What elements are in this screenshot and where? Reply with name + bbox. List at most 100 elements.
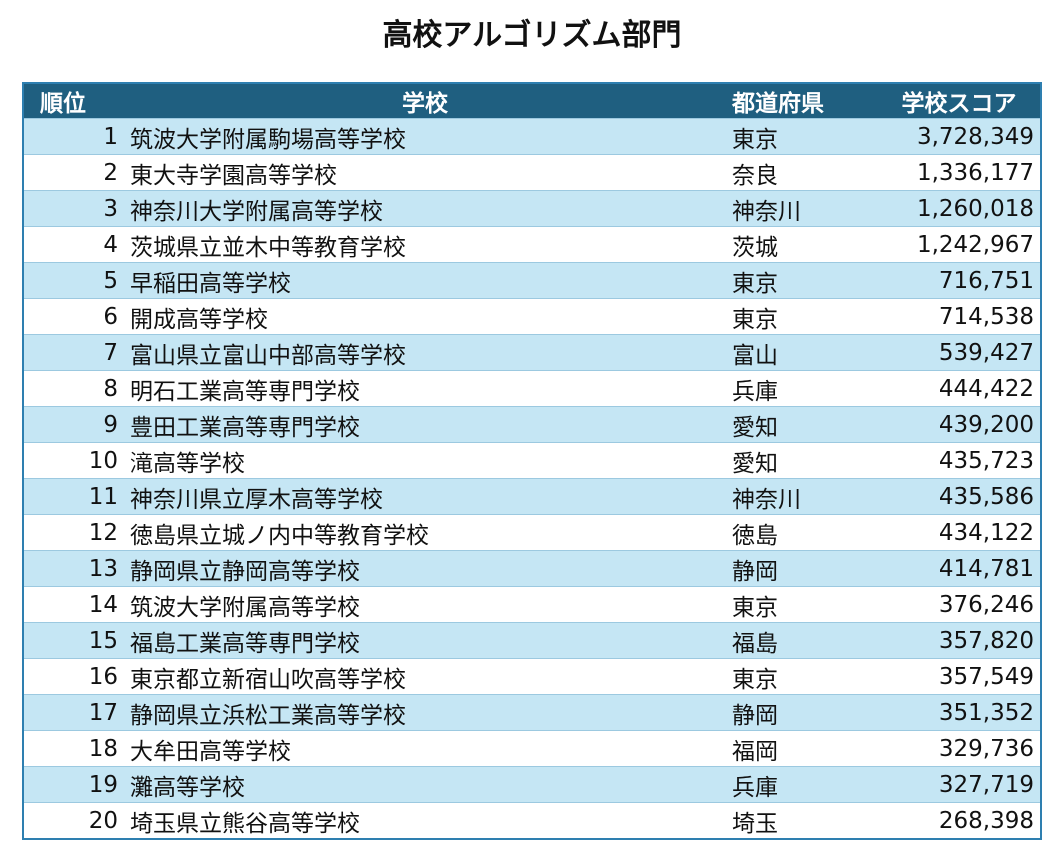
title: 高校アルゴリズム部門 [382, 18, 682, 53]
rank-cell: 12 [23, 514, 124, 551]
rank-cell: 6 [23, 298, 124, 335]
rank-cell: 15 [23, 622, 124, 659]
school-cell: 静岡県立静岡高等学校 [124, 550, 726, 587]
school-cell: 大牟田高等学校 [124, 730, 726, 767]
score-cell: 435,723 [878, 442, 1041, 479]
score-cell: 268,398 [878, 802, 1041, 839]
score-cell: 327,719 [878, 766, 1041, 803]
ranking-table: 順位 学校 都道府県 学校スコア 1 筑波大学附属駒場高等学校 東京 3,728,349 2 東… [22, 82, 1042, 840]
rank-cell: 3 [23, 190, 124, 227]
school-cell: 茨城県立並木中等教育学校 [124, 226, 726, 263]
score-cell: 357,549 [878, 658, 1041, 695]
header-rank: 順位 [23, 83, 124, 119]
rank-cell: 1 [23, 118, 124, 155]
score-cell: 444,422 [878, 370, 1041, 407]
table-row: 13 静岡県立静岡高等学校 静岡 414,781 [23, 550, 1041, 587]
prefecture-cell: 奈良 [726, 154, 878, 191]
school-cell: 開成高等学校 [124, 298, 726, 335]
school-cell: 明石工業高等専門学校 [124, 370, 726, 407]
table-row: 15 福島工業高等専門学校 福島 357,820 [23, 622, 1041, 659]
table-body: 1 筑波大学附属駒場高等学校 東京 3,728,349 2 東大寺学園高等学校 奈良 1,33… [23, 118, 1041, 839]
school-cell: 徳島県立城ノ内中等教育学校 [124, 514, 726, 551]
prefecture-cell: 静岡 [726, 694, 878, 731]
rank-cell: 8 [23, 370, 124, 407]
rank-cell: 16 [23, 658, 124, 695]
school-cell: 神奈川大学附属高等学校 [124, 190, 726, 227]
prefecture-cell: 埼玉 [726, 802, 878, 839]
school-cell: 福島工業高等専門学校 [124, 622, 726, 659]
rank-cell: 19 [23, 766, 124, 803]
prefecture-cell: 徳島 [726, 514, 878, 551]
rank-cell: 9 [23, 406, 124, 443]
score-cell: 414,781 [878, 550, 1041, 587]
prefecture-cell: 神奈川 [726, 478, 878, 515]
prefecture-cell: 東京 [726, 262, 878, 299]
rank-cell: 14 [23, 586, 124, 623]
rank-cell: 17 [23, 694, 124, 731]
rank-cell: 10 [23, 442, 124, 479]
score-cell: 3,728,349 [878, 118, 1041, 155]
rank-cell: 11 [23, 478, 124, 515]
prefecture-cell: 愛知 [726, 442, 878, 479]
table-row: 14 筑波大学附属高等学校 東京 376,246 [23, 586, 1041, 623]
school-cell: 神奈川県立厚木高等学校 [124, 478, 726, 515]
table-row: 5 早稲田高等学校 東京 716,751 [23, 262, 1041, 299]
prefecture-cell: 神奈川 [726, 190, 878, 227]
table-row: 9 豊田工業高等専門学校 愛知 439,200 [23, 406, 1041, 443]
score-cell: 716,751 [878, 262, 1041, 299]
score-cell: 1,336,177 [878, 154, 1041, 191]
score-cell: 351,352 [878, 694, 1041, 731]
score-cell: 1,260,018 [878, 190, 1041, 227]
prefecture-cell: 富山 [726, 334, 878, 371]
rank-cell: 18 [23, 730, 124, 767]
rank-cell: 2 [23, 154, 124, 191]
header-prefecture: 都道府県 [726, 83, 878, 119]
prefecture-cell: 東京 [726, 298, 878, 335]
prefecture-cell: 兵庫 [726, 370, 878, 407]
score-cell: 439,200 [878, 406, 1041, 443]
prefecture-cell: 東京 [726, 658, 878, 695]
rank-cell: 20 [23, 802, 124, 839]
table-row: 10 滝高等学校 愛知 435,723 [23, 442, 1041, 479]
score-cell: 434,122 [878, 514, 1041, 551]
table-row: 8 明石工業高等専門学校 兵庫 444,422 [23, 370, 1041, 407]
score-cell: 357,820 [878, 622, 1041, 659]
prefecture-cell: 静岡 [726, 550, 878, 587]
score-cell: 435,586 [878, 478, 1041, 515]
score-cell: 329,736 [878, 730, 1041, 767]
school-cell: 富山県立富山中部高等学校 [124, 334, 726, 371]
score-cell: 714,538 [878, 298, 1041, 335]
school-cell: 東京都立新宿山吹高等学校 [124, 658, 726, 695]
prefecture-cell: 愛知 [726, 406, 878, 443]
table-row: 2 東大寺学園高等学校 奈良 1,336,177 [23, 154, 1041, 191]
table-row: 19 灘高等学校 兵庫 327,719 [23, 766, 1041, 803]
school-cell: 埼玉県立熊谷高等学校 [124, 802, 726, 839]
prefecture-cell: 東京 [726, 586, 878, 623]
rank-cell: 5 [23, 262, 124, 299]
rank-cell: 13 [23, 550, 124, 587]
school-cell: 東大寺学園高等学校 [124, 154, 726, 191]
rank-cell: 4 [23, 226, 124, 263]
score-cell: 1,242,967 [878, 226, 1041, 263]
header-score: 学校スコア [878, 83, 1041, 119]
school-cell: 豊田工業高等専門学校 [124, 406, 726, 443]
table-row: 4 茨城県立並木中等教育学校 茨城 1,242,967 [23, 226, 1041, 263]
prefecture-cell: 兵庫 [726, 766, 878, 803]
table-row: 6 開成高等学校 東京 714,538 [23, 298, 1041, 335]
school-cell: 早稲田高等学校 [124, 262, 726, 299]
header-school: 学校 [124, 83, 726, 119]
school-cell: 筑波大学附属駒場高等学校 [124, 118, 726, 155]
score-cell: 376,246 [878, 586, 1041, 623]
table-row: 20 埼玉県立熊谷高等学校 埼玉 268,398 [23, 802, 1041, 839]
table-row: 16 東京都立新宿山吹高等学校 東京 357,549 [23, 658, 1041, 695]
table-row: 3 神奈川大学附属高等学校 神奈川 1,260,018 [23, 190, 1041, 227]
school-cell: 灘高等学校 [124, 766, 726, 803]
school-cell: 静岡県立浜松工業高等学校 [124, 694, 726, 731]
table-row: 18 大牟田高等学校 福岡 329,736 [23, 730, 1041, 767]
prefecture-cell: 東京 [726, 118, 878, 155]
prefecture-cell: 福島 [726, 622, 878, 659]
table-row: 1 筑波大学附属駒場高等学校 東京 3,728,349 [23, 118, 1041, 155]
prefecture-cell: 福岡 [726, 730, 878, 767]
rank-cell: 7 [23, 334, 124, 371]
